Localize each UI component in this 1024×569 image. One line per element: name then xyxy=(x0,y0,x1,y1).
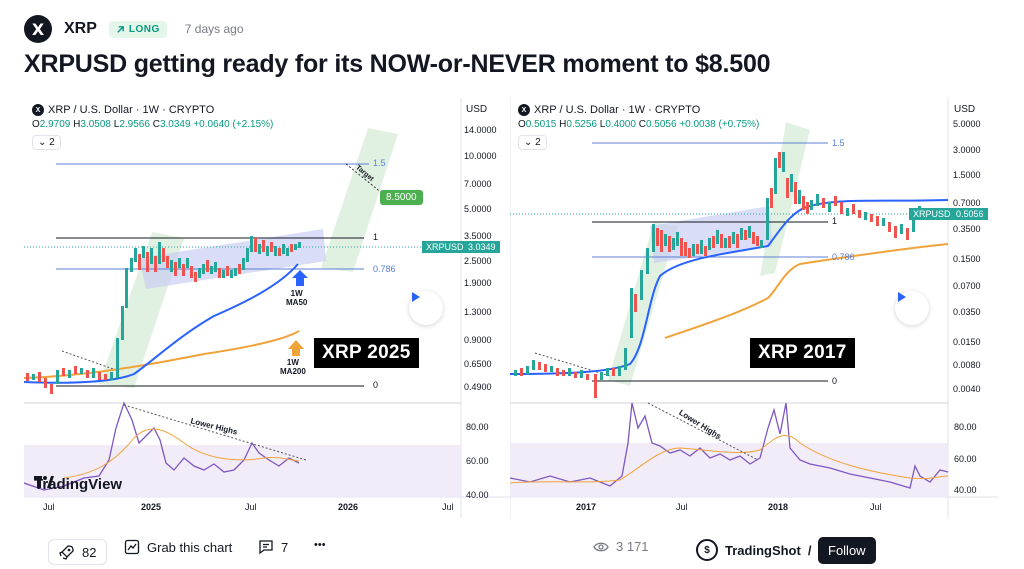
chart-2025[interactable]: X XRP / U.S. Dollar · 1W · CRYPTO O2.970… xyxy=(24,98,510,518)
downtrend-line xyxy=(534,352,611,377)
idea-title: XRPUSD getting ready for its NOW-or-NEVE… xyxy=(24,50,771,78)
chart-2017[interactable]: X XRP / U.S. Dollar · 1W · CRYPTO O0.501… xyxy=(510,98,998,518)
follow-button[interactable]: Follow xyxy=(818,537,876,564)
play-icon xyxy=(412,292,420,302)
rsi-line xyxy=(24,401,300,491)
chart-2025-legend: X XRP / U.S. Dollar · 1W · CRYPTO O2.970… xyxy=(32,104,273,130)
price-tag-symbol: XRPUSD xyxy=(909,208,955,220)
price-tag-value: 3.0349 xyxy=(464,241,500,253)
xrp-mini-icon: X xyxy=(518,104,530,116)
instrument-label: XRP / U.S. Dollar · 1W · CRYPTO xyxy=(534,104,701,116)
arrow-up-right-icon xyxy=(117,25,124,33)
ma50-line xyxy=(24,263,299,384)
currency-label: USD xyxy=(954,104,976,115)
author-avatar: $ xyxy=(696,539,718,561)
symbol-name[interactable]: XRP xyxy=(64,20,97,37)
rsi-line xyxy=(510,402,949,489)
channel-rally xyxy=(608,222,678,386)
instrument-label: XRP / U.S. Dollar · 1W · CRYPTO xyxy=(48,104,215,116)
xrp-2025-label: XRP 2025 xyxy=(314,338,419,368)
price-tag-value: 0.5056 xyxy=(952,208,988,220)
more-button[interactable]: ••• xyxy=(314,539,326,551)
rsi-band xyxy=(510,443,948,497)
xrp-mini-icon: X xyxy=(32,104,44,116)
play-button[interactable] xyxy=(895,291,929,325)
comments-button[interactable]: 7 xyxy=(258,539,288,555)
rocket-icon xyxy=(59,545,74,560)
xrp-logo-icon[interactable]: X xyxy=(24,15,52,43)
fib-label-1-5: 1.5 xyxy=(832,138,845,148)
fib-label-0: 0 xyxy=(832,376,838,386)
target-value-box: 8.5000 xyxy=(380,190,423,205)
boost-button[interactable]: 82 xyxy=(48,539,108,565)
fib-label-0-786: 0.786 xyxy=(832,252,855,262)
comment-icon xyxy=(259,540,273,555)
rsi-band xyxy=(24,445,461,497)
fib-label-1-5: 1.5 xyxy=(373,158,386,168)
fib-label-0-786: 0.786 xyxy=(373,264,396,274)
chart-2017-legend: X XRP / U.S. Dollar · 1W · CRYPTO O0.501… xyxy=(518,104,759,130)
ma50-arrow-icon xyxy=(292,270,308,286)
ma200-label: 1W MA200 xyxy=(280,358,306,376)
fib-label-0: 0 xyxy=(373,380,379,390)
currency-label: USD xyxy=(466,104,488,115)
idea-header: X XRP LONG 7 days ago xyxy=(24,14,244,44)
indicators-toggle[interactable]: ⌄ 2 xyxy=(32,135,61,150)
rsi-scale: 80.00 60.00 40.00 xyxy=(466,422,489,500)
ma200-line xyxy=(664,243,949,339)
author-name: TradingShot xyxy=(725,542,801,558)
ohlc-values: O0.5015 H0.5256 L0.4000 C0.5056 +0.0038 … xyxy=(518,119,760,130)
long-badge: LONG xyxy=(108,20,167,38)
chart-snapshot-icon xyxy=(124,539,140,555)
eye-icon xyxy=(593,542,609,551)
chart-2017-canvas xyxy=(510,98,998,518)
fib-label-1: 1 xyxy=(832,216,838,226)
candles-2017 xyxy=(514,152,933,398)
lower-highs-line xyxy=(647,402,759,461)
views-counter: 3 171 xyxy=(593,539,649,554)
time-scale: 2017 Jul 2018 Jul xyxy=(576,502,882,512)
grab-chart-button[interactable]: Grab this chart xyxy=(124,539,232,555)
tradingview-logo-icon xyxy=(34,476,54,488)
play-button[interactable] xyxy=(409,291,443,325)
price-tag-symbol: XRPUSD xyxy=(422,241,468,253)
rsi-scale: 80.00 60.00 40.00 xyxy=(954,422,977,495)
fib-label-1: 1 xyxy=(373,232,379,242)
xrp-2017-label: XRP 2017 xyxy=(750,338,855,368)
indicators-toggle[interactable]: ⌄ 2 xyxy=(518,135,547,150)
author-slash-icon: / xyxy=(807,542,812,558)
author-link[interactable]: $ TradingShot / xyxy=(696,539,811,561)
price-scale: 5.0000 3.0000 1.5000 0.7000 0.3500 0.150… xyxy=(953,119,981,394)
comment-count: 7 xyxy=(281,539,289,555)
ma50-label: 1W MA50 xyxy=(286,289,308,307)
ma200-arrow-icon xyxy=(288,340,304,356)
idea-footer: 82 Grab this chart 7 ••• 3 171 $ Trading… xyxy=(0,533,1024,569)
tradingview-watermark: TradingView xyxy=(34,476,123,493)
post-time: 7 days ago xyxy=(184,22,244,36)
play-icon xyxy=(898,292,906,302)
rsi-ma-line xyxy=(63,428,300,479)
rsi-ma-line xyxy=(510,434,949,484)
ma200-line xyxy=(24,330,300,379)
time-scale: Jul 2025 Jul 2026 Jul xyxy=(43,502,454,512)
badge-label: LONG xyxy=(128,23,160,35)
boost-count: 82 xyxy=(82,544,97,560)
chart-2025-canvas xyxy=(24,98,510,518)
ohlc-values: O2.9709 H3.0508 L2.9566 C3.0349 +0.0640 … xyxy=(32,119,274,130)
candles-2025 xyxy=(26,236,301,394)
channel-projection xyxy=(321,128,398,272)
channel-second-rally xyxy=(760,122,810,276)
price-scale: 14.0000 10.0000 7.0000 5.0000 3.5000 2.5… xyxy=(464,125,497,392)
downtrend-line xyxy=(61,350,117,371)
consolidation-box xyxy=(139,229,326,289)
